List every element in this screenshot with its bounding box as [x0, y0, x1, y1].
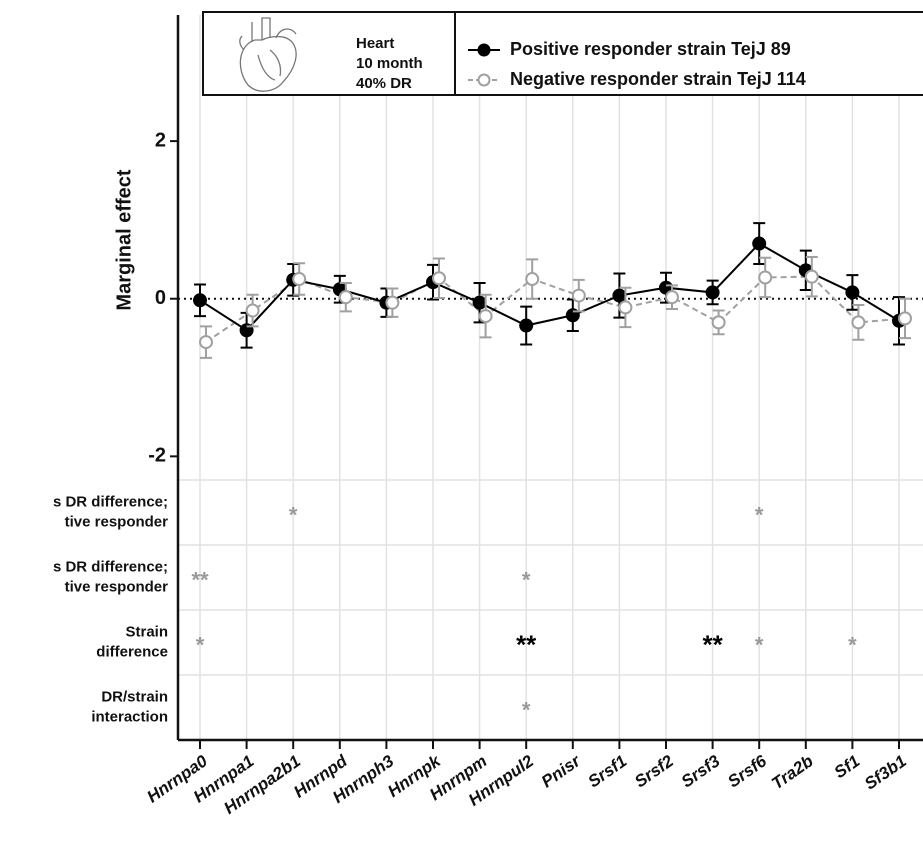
- marker: [705, 285, 720, 300]
- marker: [525, 272, 540, 287]
- panel-label: Strain: [125, 623, 168, 640]
- marker: [612, 288, 627, 303]
- marker: [472, 295, 487, 310]
- significance-mark: **: [191, 567, 209, 592]
- marker: [245, 303, 260, 318]
- series-line: [199, 242, 900, 332]
- marker: [851, 315, 866, 330]
- significance-mark: *: [755, 632, 764, 657]
- marker: [845, 285, 860, 300]
- marker: [898, 311, 912, 326]
- marker: [571, 288, 586, 303]
- x-tick-label: Tra2b: [768, 751, 817, 793]
- marker: [292, 272, 307, 287]
- x-tick-label: Sf1: [831, 751, 864, 782]
- panel-label: difference: [96, 643, 168, 660]
- x-tick-label: Pnisr: [538, 751, 585, 792]
- significance-mark: *: [522, 567, 531, 592]
- marker: [758, 270, 773, 285]
- marker: [432, 271, 446, 286]
- x-tick-label: Sf3b1: [861, 751, 910, 793]
- heart-icon: [239, 17, 297, 92]
- marker: [478, 309, 493, 324]
- y-tick-label: -2: [148, 445, 166, 467]
- significance-mark: *: [848, 632, 857, 657]
- marker: [338, 290, 353, 305]
- y-tick-label: 2: [155, 129, 166, 151]
- significance-mark: *: [755, 502, 764, 527]
- legend-note: Heart: [356, 35, 394, 52]
- marker: [385, 295, 400, 310]
- panel-label: DR/strain: [101, 688, 168, 705]
- panel-label: tive responder: [65, 578, 169, 595]
- y-tick-label: 0: [155, 287, 166, 309]
- marker: [193, 293, 207, 308]
- significance-mark: *: [196, 632, 205, 657]
- x-tick-label: Srsf3: [678, 751, 724, 791]
- panel-label: interaction: [91, 708, 168, 725]
- legend-box: [202, 11, 923, 96]
- x-tick-label: Srsf1: [585, 751, 631, 791]
- marker: [752, 236, 767, 251]
- series-line: [205, 275, 906, 343]
- panel-label: s DR difference;: [53, 558, 168, 575]
- legend: Heart 10 month 40% DR: [202, 11, 923, 96]
- marker: [665, 290, 679, 305]
- significance-mark: **: [516, 629, 537, 659]
- legend-note: 10 month: [356, 55, 423, 72]
- x-tick-label: Srsf2: [631, 751, 677, 791]
- panel-label: s DR difference;: [53, 493, 168, 510]
- legend-marker: [477, 73, 491, 87]
- marker: [711, 315, 726, 330]
- legend-label: Positive responder strain TejJ 89: [510, 39, 791, 59]
- x-tick-label: Srsf6: [724, 751, 770, 791]
- marker: [519, 318, 534, 333]
- marker: [804, 269, 819, 284]
- significance-mark: *: [522, 697, 531, 722]
- grid: [178, 15, 923, 741]
- legend-note: 40% DR: [356, 75, 412, 92]
- significance-mark: *: [289, 502, 298, 527]
- panel-label: tive responder: [65, 513, 169, 530]
- marker: [199, 335, 213, 350]
- y-axis-label: Marginal effect: [113, 169, 135, 310]
- legend-label: Negative responder strain TejJ 114: [510, 69, 806, 89]
- marker: [618, 300, 633, 315]
- significance-mark: **: [702, 629, 723, 659]
- legend-marker: [477, 43, 491, 57]
